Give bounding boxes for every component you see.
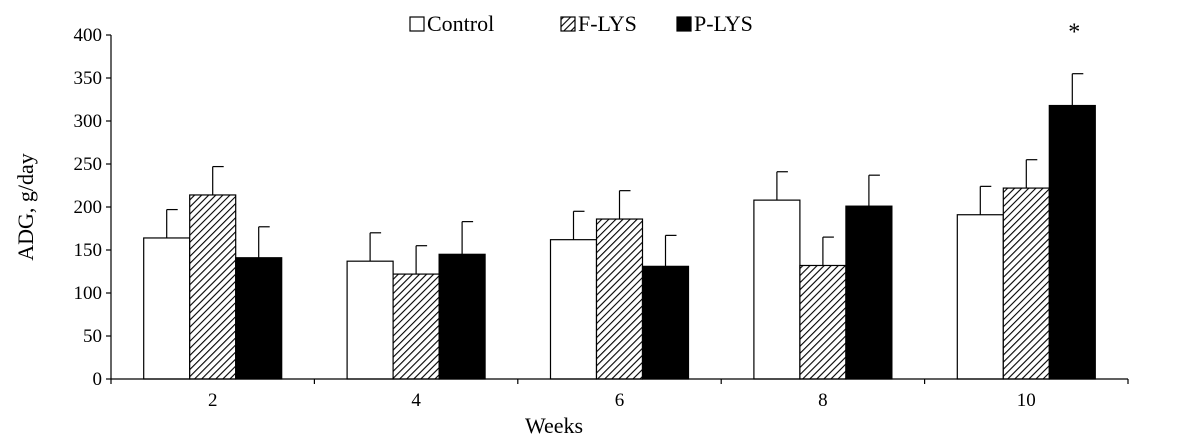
bar-control-week-8 <box>753 199 801 380</box>
bar-control-week-6 <box>549 239 598 380</box>
y-tick-label: 300 <box>74 111 103 132</box>
x-axis-title: Weeks <box>525 413 583 437</box>
bar-p-lys-week-6 <box>641 265 690 380</box>
y-axis-title: ADG, g/day <box>13 153 38 261</box>
legend-swatch-f-lys <box>560 16 576 32</box>
legend-label-p-lys: P-LYS <box>694 11 753 36</box>
y-tick-label: 200 <box>74 197 103 218</box>
bar-f-lys-week-10 <box>1002 187 1050 380</box>
annotations-layer: * <box>1068 20 1080 46</box>
bar-p-lys-week-8 <box>845 205 893 380</box>
legend-label-f-lys: F-LYS <box>578 11 637 36</box>
x-tick-label: 8 <box>818 390 828 411</box>
bar-p-lys-week-10 <box>1048 104 1096 380</box>
bar-f-lys-week-6 <box>595 218 644 380</box>
x-tick-label: 4 <box>411 390 421 411</box>
bar-control-week-4 <box>346 260 394 380</box>
y-axis: 0 50 100 150 200 250 300 350 400 <box>74 25 112 390</box>
legend-label-control: Control <box>427 11 494 36</box>
legend-swatch-p-lys <box>676 16 692 32</box>
legend-swatch-control <box>409 16 425 32</box>
bar-p-lys-week-4 <box>438 253 486 380</box>
y-tick-label: 350 <box>74 68 103 89</box>
bar-f-lys-week-4 <box>392 273 440 380</box>
y-tick-label: 150 <box>74 240 103 261</box>
bar-control-week-10 <box>956 214 1004 380</box>
bar-f-lys-week-8 <box>799 264 847 380</box>
y-tick-label: 400 <box>74 25 103 46</box>
x-tick-label: 6 <box>615 390 625 411</box>
y-tick-label: 50 <box>83 326 102 347</box>
y-tick-label: 100 <box>74 283 103 304</box>
bar-f-lys-week-2 <box>189 194 237 380</box>
y-tick-label: 250 <box>74 154 103 175</box>
legend: Control F-LYS P-LYS <box>409 11 753 36</box>
bars-layer <box>143 73 1096 380</box>
bar-control-week-2 <box>143 237 191 380</box>
x-axis: 2 4 6 8 10 <box>110 378 1129 411</box>
bar-p-lys-week-2 <box>235 257 283 380</box>
x-tick-label: 2 <box>208 390 218 411</box>
x-tick-label: 10 <box>1017 390 1036 411</box>
y-tick-label: 0 <box>93 369 103 390</box>
significance-marker: * <box>1068 20 1080 46</box>
